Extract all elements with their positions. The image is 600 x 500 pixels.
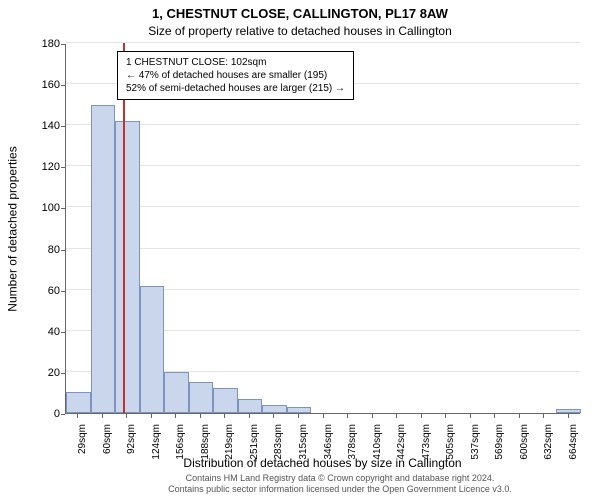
y-tick-label: 140 bbox=[24, 120, 60, 132]
x-tick-mark bbox=[470, 414, 471, 418]
x-tick-mark bbox=[421, 414, 422, 418]
histogram-bar bbox=[556, 409, 581, 413]
x-tick-mark bbox=[396, 414, 397, 418]
x-tick-mark bbox=[200, 414, 201, 418]
y-axis-label: Number of detached properties bbox=[6, 44, 20, 414]
y-tick-mark bbox=[61, 373, 65, 374]
histogram-bar bbox=[238, 399, 263, 413]
y-tick-mark bbox=[61, 250, 65, 251]
y-tick-mark bbox=[61, 44, 65, 45]
chart-title-sub: Size of property relative to detached ho… bbox=[0, 24, 600, 38]
x-tick-mark bbox=[323, 414, 324, 418]
x-tick-mark bbox=[249, 414, 250, 418]
x-tick-mark bbox=[224, 414, 225, 418]
x-tick-label: 29sqm bbox=[77, 424, 89, 482]
x-tick-mark bbox=[568, 414, 569, 418]
histogram-bar bbox=[115, 121, 140, 413]
chart-title-main: 1, CHESTNUT CLOSE, CALLINGTON, PL17 8AW bbox=[0, 6, 600, 21]
histogram-bar bbox=[213, 388, 238, 413]
x-axis-label: Distribution of detached houses by size … bbox=[65, 456, 580, 470]
annotation-box: 1 CHESTNUT CLOSE: 102sqm← 47% of detache… bbox=[117, 51, 354, 100]
y-tick-mark bbox=[61, 291, 65, 292]
histogram-bar bbox=[287, 407, 312, 413]
annotation-line: 1 CHESTNUT CLOSE: 102sqm bbox=[126, 56, 345, 69]
x-tick-mark bbox=[126, 414, 127, 418]
y-tick-label: 80 bbox=[24, 244, 60, 256]
histogram-bar bbox=[262, 405, 287, 413]
y-tick-label: 0 bbox=[24, 408, 60, 420]
x-tick-mark bbox=[372, 414, 373, 418]
y-tick-mark bbox=[61, 126, 65, 127]
footer-line: Contains public sector information licen… bbox=[130, 484, 550, 495]
x-tick-label: 664sqm bbox=[568, 424, 580, 482]
histogram-bar bbox=[66, 392, 91, 413]
annotation-line: 52% of semi-detached houses are larger (… bbox=[126, 82, 345, 95]
histogram-bar bbox=[164, 372, 189, 413]
y-tick-label: 180 bbox=[24, 38, 60, 50]
y-tick-label: 120 bbox=[24, 161, 60, 173]
annotation-line: ← 47% of detached houses are smaller (19… bbox=[126, 69, 345, 82]
footer-line: Contains HM Land Registry data © Crown c… bbox=[130, 473, 550, 484]
x-tick-label: 60sqm bbox=[102, 424, 114, 482]
y-tick-label: 160 bbox=[24, 79, 60, 91]
x-tick-mark bbox=[298, 414, 299, 418]
y-tick-mark bbox=[61, 414, 65, 415]
y-tick-label: 60 bbox=[24, 285, 60, 297]
y-tick-label: 40 bbox=[24, 326, 60, 338]
footer-attribution: Contains HM Land Registry data © Crown c… bbox=[130, 473, 550, 495]
grid-line bbox=[66, 165, 580, 166]
grid-line bbox=[66, 124, 580, 125]
grid-line bbox=[66, 42, 580, 43]
x-tick-mark bbox=[77, 414, 78, 418]
x-tick-mark bbox=[151, 414, 152, 418]
y-tick-mark bbox=[61, 332, 65, 333]
histogram-bar bbox=[189, 382, 214, 413]
x-tick-mark bbox=[175, 414, 176, 418]
y-tick-mark bbox=[61, 85, 65, 86]
x-tick-mark bbox=[519, 414, 520, 418]
grid-line bbox=[66, 248, 580, 249]
histogram-chart: 1, CHESTNUT CLOSE, CALLINGTON, PL17 8AW … bbox=[0, 0, 600, 500]
x-tick-mark bbox=[543, 414, 544, 418]
x-tick-mark bbox=[273, 414, 274, 418]
x-tick-mark bbox=[102, 414, 103, 418]
x-tick-mark bbox=[347, 414, 348, 418]
histogram-bar bbox=[91, 105, 116, 413]
grid-line bbox=[66, 206, 580, 207]
x-tick-mark bbox=[494, 414, 495, 418]
histogram-bar bbox=[140, 286, 165, 413]
y-tick-label: 100 bbox=[24, 202, 60, 214]
y-tick-mark bbox=[61, 167, 65, 168]
y-tick-label: 20 bbox=[24, 367, 60, 379]
y-tick-mark bbox=[61, 208, 65, 209]
x-tick-mark bbox=[445, 414, 446, 418]
